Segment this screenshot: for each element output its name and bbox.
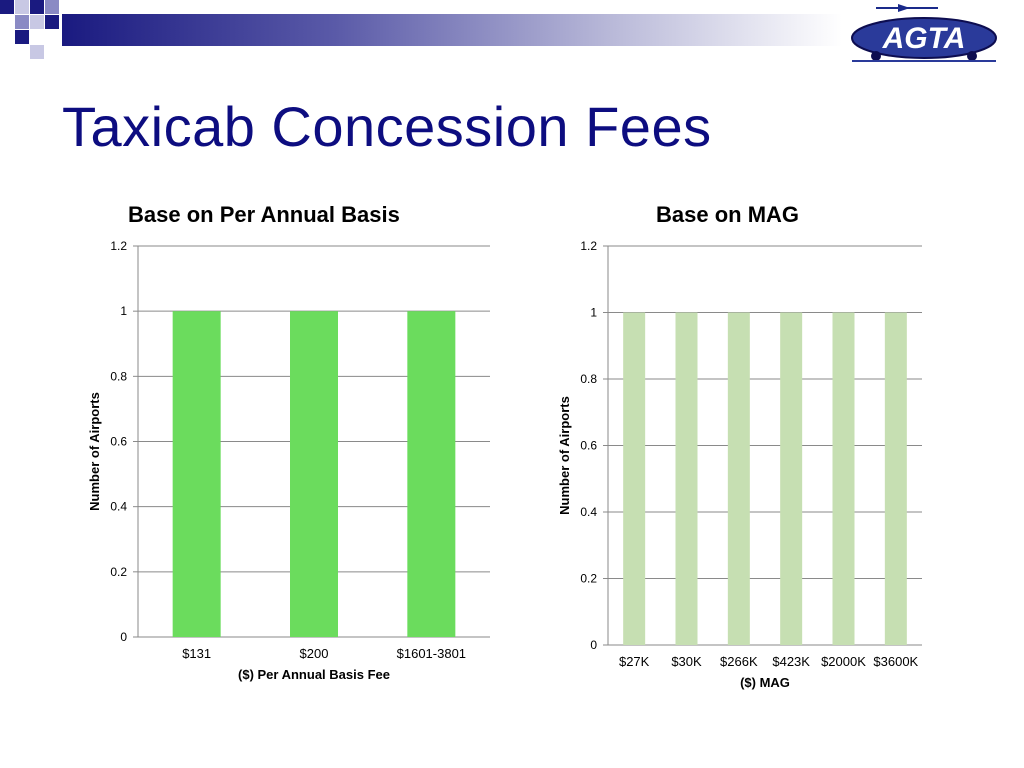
x-tick-label: $266K	[720, 654, 758, 669]
decor-square	[30, 0, 44, 14]
y-tick-label: 0.4	[580, 505, 597, 519]
bar	[675, 312, 698, 645]
decor-square	[15, 15, 29, 29]
bar	[407, 311, 456, 637]
x-tick-label: $1601-3801	[397, 646, 466, 661]
y-tick-label: 1	[120, 304, 127, 318]
x-tick-label: $27K	[619, 654, 650, 669]
agta-logo: AGTA	[851, 4, 997, 62]
decor-square	[15, 30, 29, 44]
x-tick-label: $131	[182, 646, 211, 661]
x-axis-title: ($) MAG	[740, 675, 790, 690]
x-tick-label: $3600K	[873, 654, 918, 669]
y-tick-label: 1.2	[110, 239, 127, 253]
decor-square	[45, 15, 59, 29]
y-tick-label: 0	[120, 630, 127, 644]
x-tick-label: $30K	[671, 654, 702, 669]
y-axis-title: Number of Airports	[557, 396, 572, 515]
bar	[290, 311, 338, 637]
bar	[727, 312, 750, 645]
chart-mag: 0 0.2 0.4 0.6 0.8 1 1.2 $27K $30K $266K $423K $2000…	[557, 239, 922, 690]
decor-square	[45, 0, 59, 14]
y-tick-label: 0.2	[110, 565, 127, 579]
svg-text:AGTA: AGTA	[882, 22, 966, 55]
y-tick-label: 0	[590, 638, 597, 652]
y-tick-label: 0.8	[580, 372, 597, 386]
y-tick-label: 1	[590, 306, 597, 320]
y-tick-label: 0.2	[580, 572, 597, 586]
y-tick-label: 0.6	[110, 435, 127, 449]
bar	[780, 312, 803, 645]
y-axis-title: Number of Airports	[87, 392, 102, 511]
decor-square	[30, 45, 44, 59]
chart-annual-basis: 0 0.2 0.4 0.6 0.8 1 1.2 $131 $200 $1601-3801 ($) P…	[87, 239, 490, 682]
header-gradient-bar	[62, 14, 842, 46]
chart-title-mag: Base on MAG	[656, 202, 800, 227]
bar	[832, 312, 855, 645]
x-tick-label: $200	[300, 646, 329, 661]
decor-square	[30, 15, 44, 29]
x-tick-label: $423K	[772, 654, 810, 669]
x-tick-label: $2000K	[821, 654, 866, 669]
decor-square	[0, 0, 14, 14]
y-tick-label: 0.6	[580, 439, 597, 453]
y-tick-label: 1.2	[580, 239, 597, 253]
chart-title-annual: Base on Per Annual Basis	[128, 202, 400, 227]
bar	[172, 311, 221, 637]
page-title: Taxicab Concession Fees	[62, 95, 712, 158]
y-tick-label: 0.8	[110, 369, 127, 383]
bar	[884, 312, 907, 645]
y-tick-label: 0.4	[110, 500, 127, 514]
x-axis-title: ($) Per Annual Basis Fee	[238, 667, 390, 682]
decor-square	[15, 0, 29, 14]
bar	[623, 312, 646, 645]
